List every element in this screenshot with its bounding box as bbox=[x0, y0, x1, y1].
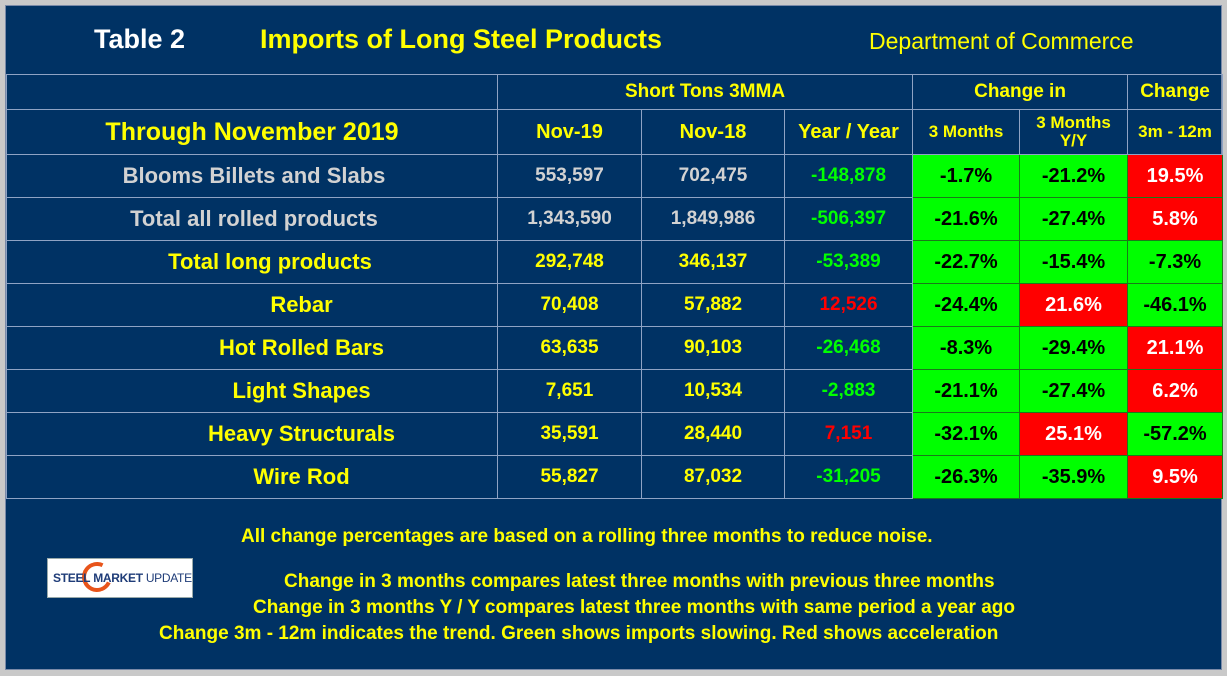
footnote-3: Change in 3 months Y / Y compares latest… bbox=[253, 597, 1015, 618]
cell-nov19: 63,635 bbox=[497, 326, 642, 370]
header-3-months-yy-line1: 3 Months bbox=[1036, 113, 1111, 132]
cell-year-year: 7,151 bbox=[783, 412, 914, 456]
cell-change-3-months-yy: -35.9% bbox=[1019, 455, 1129, 499]
cell-nov18: 57,882 bbox=[641, 283, 785, 327]
cell-change-3-months-yy: -29.4% bbox=[1019, 326, 1129, 370]
table-number: Table 2 bbox=[94, 24, 186, 54]
logo-word-market: MARKET bbox=[93, 571, 143, 585]
cell-change-3m-12m: 5.8% bbox=[1127, 197, 1224, 241]
cell-change-3-months: -22.7% bbox=[912, 240, 1021, 284]
steel-market-update-logo: STEEL MARKET UPDATE bbox=[47, 557, 193, 598]
row-label: Wire Rod bbox=[6, 455, 498, 499]
cell-change-3-months-yy: 25.1% bbox=[1019, 412, 1129, 456]
table-row: Wire Rod 55,827 87,032 -31,205 -26.3% -35.9% 9… bbox=[6, 455, 1224, 499]
header-year-year: Year / Year bbox=[783, 109, 914, 155]
header-row-columns: Through November 2019 Nov-19 Nov-18 Year… bbox=[6, 109, 1224, 155]
table-row: Hot Rolled Bars 63,635 90,103 -26,468 -8.3% -… bbox=[6, 326, 1224, 370]
cell-nov19: 553,597 bbox=[497, 154, 642, 198]
cell-change-3-months-yy: -27.4% bbox=[1019, 369, 1129, 413]
cell-nov19: 55,827 bbox=[497, 455, 642, 499]
header-3-months-yy: 3 Months Y/Y bbox=[1019, 109, 1129, 155]
table-panel: Table 2 Imports of Long Steel Products D… bbox=[5, 5, 1224, 670]
cell-nov19: 70,408 bbox=[497, 283, 642, 327]
cell-nov18: 87,032 bbox=[641, 455, 785, 499]
header-nov19: Nov-19 bbox=[497, 109, 642, 155]
table-row: Heavy Structurals 35,591 28,440 7,151 -32.1%… bbox=[6, 412, 1224, 456]
cell-nov18: 10,534 bbox=[641, 369, 785, 413]
header-short-tons: Short Tons 3MMA bbox=[496, 74, 914, 110]
row-label: Light Shapes bbox=[6, 369, 498, 413]
footnote-4: Change 3m - 12m indicates the trend. Gre… bbox=[159, 623, 999, 644]
cell-nov18: 28,440 bbox=[641, 412, 785, 456]
header-change-in: Change in bbox=[912, 74, 1129, 110]
row-label: Total long products bbox=[6, 240, 498, 284]
row-label: Rebar bbox=[6, 283, 498, 327]
cell-nov18: 346,137 bbox=[641, 240, 785, 284]
footnote-2: Change in 3 months compares latest three… bbox=[284, 571, 995, 592]
logo-word-update: UPDATE bbox=[145, 571, 192, 585]
cell-year-year: -506,397 bbox=[783, 197, 914, 241]
cell-change-3m-12m: 9.5% bbox=[1127, 455, 1224, 499]
title-band: Table 2 Imports of Long Steel Products D… bbox=[6, 6, 1221, 74]
header-nov18: Nov-18 bbox=[641, 109, 785, 155]
cell-nov19: 1,343,590 bbox=[497, 197, 642, 241]
cell-nov18: 702,475 bbox=[641, 154, 785, 198]
row-label: Blooms Billets and Slabs bbox=[6, 154, 498, 198]
table-row: Total all rolled products 1,343,590 1,849,… bbox=[6, 197, 1224, 241]
table-row: Total long products 292,748 346,137 -53,389… bbox=[6, 240, 1224, 284]
cell-nov18: 1,849,986 bbox=[641, 197, 785, 241]
cell-change-3-months: -21.6% bbox=[912, 197, 1021, 241]
header-3-months-yy-line2: Y/Y bbox=[1059, 131, 1088, 150]
row-label: Heavy Structurals bbox=[6, 412, 498, 456]
logo-word-steel: STEEL bbox=[53, 571, 91, 585]
cell-nov19: 292,748 bbox=[497, 240, 642, 284]
cell-change-3m-12m: 19.5% bbox=[1127, 154, 1224, 198]
cell-change-3m-12m: -7.3% bbox=[1127, 240, 1224, 284]
header-period: Through November 2019 bbox=[6, 109, 498, 155]
data-source: Department of Commerce bbox=[869, 28, 1134, 54]
cell-nov19: 35,591 bbox=[497, 412, 642, 456]
cell-change-3-months: -32.1% bbox=[912, 412, 1021, 456]
header-3-months: 3 Months bbox=[912, 109, 1021, 155]
table-row: Light Shapes 7,651 10,534 -2,883 -21.1% -27.4… bbox=[6, 369, 1224, 413]
cell-change-3m-12m: -46.1% bbox=[1127, 283, 1224, 327]
cell-change-3-months-yy: 21.6% bbox=[1019, 283, 1129, 327]
cell-change-3-months: -21.1% bbox=[912, 369, 1021, 413]
imports-table: Short Tons 3MMA Change in Change Through… bbox=[6, 74, 1224, 499]
header-change: Change bbox=[1127, 74, 1224, 110]
table-row: Rebar 70,408 57,882 12,526 -24.4% 21.6% -46.1% bbox=[6, 283, 1224, 327]
cell-change-3-months: -26.3% bbox=[912, 455, 1021, 499]
cell-change-3-months-yy: -27.4% bbox=[1019, 197, 1129, 241]
header-3m-12m: 3m - 12m bbox=[1127, 109, 1224, 155]
header-blank bbox=[6, 74, 498, 110]
cell-change-3-months-yy: -21.2% bbox=[1019, 154, 1129, 198]
header-row-groups: Short Tons 3MMA Change in Change bbox=[6, 74, 1224, 110]
cell-nov18: 90,103 bbox=[641, 326, 785, 370]
cell-year-year: 12,526 bbox=[783, 283, 914, 327]
cell-change-3-months-yy: -15.4% bbox=[1019, 240, 1129, 284]
cell-change-3m-12m: 21.1% bbox=[1127, 326, 1224, 370]
cell-year-year: -148,878 bbox=[783, 154, 914, 198]
cell-change-3-months: -1.7% bbox=[912, 154, 1021, 198]
row-label: Hot Rolled Bars bbox=[6, 326, 498, 370]
cell-change-3-months: -8.3% bbox=[912, 326, 1021, 370]
cell-year-year: -2,883 bbox=[783, 369, 914, 413]
cell-change-3m-12m: -57.2% bbox=[1127, 412, 1224, 456]
table-title: Imports of Long Steel Products bbox=[260, 24, 663, 54]
row-label: Total all rolled products bbox=[6, 197, 498, 241]
cell-nov19: 7,651 bbox=[497, 369, 642, 413]
cell-change-3m-12m: 6.2% bbox=[1127, 369, 1224, 413]
cell-year-year: -26,468 bbox=[783, 326, 914, 370]
cell-year-year: -31,205 bbox=[783, 455, 914, 499]
cell-change-3-months: -24.4% bbox=[912, 283, 1021, 327]
table-row: Blooms Billets and Slabs 553,597 702,475 -1… bbox=[6, 154, 1224, 198]
footnote-1: All change percentages are based on a ro… bbox=[241, 526, 933, 547]
cell-year-year: -53,389 bbox=[783, 240, 914, 284]
